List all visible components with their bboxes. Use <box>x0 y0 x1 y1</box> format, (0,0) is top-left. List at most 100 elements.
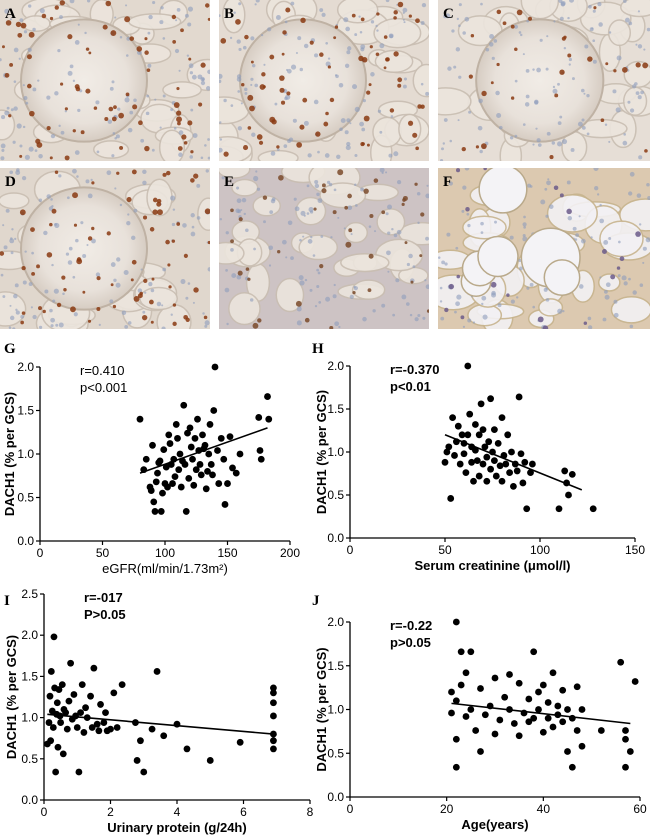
data-point <box>479 460 487 468</box>
data-point <box>451 452 458 459</box>
data-point <box>559 686 567 694</box>
data-point <box>491 426 498 434</box>
data-point <box>199 431 206 439</box>
data-point <box>530 714 538 722</box>
data-point <box>270 737 277 745</box>
data-point <box>510 483 517 490</box>
data-point <box>255 414 263 421</box>
data-point <box>156 457 164 465</box>
y-tick-label: 1.5 <box>327 402 344 416</box>
data-point <box>481 711 489 719</box>
data-point <box>555 505 563 513</box>
x-tick-label: 0 <box>347 543 354 557</box>
data-point <box>519 479 527 487</box>
micrograph-e: E <box>219 168 429 329</box>
y-tick-label: 1.5 <box>17 404 34 418</box>
data-point <box>95 727 103 735</box>
data-point <box>67 659 74 667</box>
data-point <box>462 469 470 477</box>
data-point <box>477 400 485 408</box>
x-tick-label: 50 <box>438 543 452 557</box>
data-point <box>508 448 515 456</box>
data-point <box>162 463 170 471</box>
data-point <box>506 671 513 678</box>
data-point <box>185 474 193 482</box>
panel-letter: D <box>5 174 16 190</box>
data-point <box>229 464 236 472</box>
panel-letter: G <box>4 341 16 357</box>
x-tick-label: 200 <box>280 546 300 560</box>
data-point <box>113 724 121 731</box>
data-point <box>568 763 576 771</box>
y-tick-label: 1.0 <box>17 447 34 461</box>
data-point <box>63 725 71 733</box>
data-point <box>226 433 234 440</box>
x-tick-label: 2 <box>107 805 114 819</box>
micrograph-grid: A B C D E F <box>0 0 650 329</box>
data-point <box>504 431 512 439</box>
data-point <box>224 480 231 487</box>
data-point <box>201 441 209 449</box>
data-point <box>55 686 63 693</box>
data-point <box>110 689 118 697</box>
data-point <box>176 450 184 458</box>
data-point <box>479 426 487 434</box>
data-point <box>50 633 58 641</box>
data-point <box>597 727 605 734</box>
x-tick-label: 100 <box>155 546 175 560</box>
data-point <box>525 695 533 703</box>
data-point <box>53 699 61 707</box>
data-point <box>578 742 586 750</box>
data-point <box>477 685 484 692</box>
data-point <box>148 725 156 733</box>
data-point <box>65 697 73 705</box>
x-tick-label: 60 <box>633 802 647 816</box>
data-point <box>564 706 571 713</box>
data-point <box>186 424 194 432</box>
y-tick-label: 0.5 <box>327 746 344 760</box>
chart-g: G 0 50 100 150 200 0.0 0.5 1.0 1.5 2.0 eGFR(ml/min/… <box>2 341 300 576</box>
data-point <box>494 440 502 447</box>
data-point <box>257 455 265 463</box>
data-point <box>457 681 465 689</box>
data-point <box>183 745 191 753</box>
data-point <box>535 706 542 713</box>
data-point <box>270 712 277 720</box>
data-point <box>151 508 159 515</box>
data-point <box>206 421 214 428</box>
data-point <box>59 750 67 758</box>
data-point <box>487 395 494 403</box>
y-tick-label: 2.0 <box>327 359 344 373</box>
data-point <box>100 719 108 726</box>
data-point <box>464 431 472 439</box>
micrograph-b: B <box>219 0 429 161</box>
trend-line <box>47 713 274 735</box>
correlation-r: r=-017 <box>84 590 123 605</box>
data-point <box>554 702 562 710</box>
data-point <box>559 718 567 726</box>
data-point <box>498 477 506 485</box>
p-value: p<0.001 <box>80 380 127 395</box>
data-point <box>448 688 455 696</box>
data-point <box>90 664 98 672</box>
data-point <box>70 691 78 698</box>
data-point <box>525 718 533 726</box>
data-point <box>207 461 215 468</box>
data-point <box>62 709 70 717</box>
data-point <box>149 441 156 449</box>
correlation-r: r=-0.370 <box>390 362 440 377</box>
data-point <box>456 460 464 468</box>
data-point <box>473 457 481 464</box>
data-point <box>160 446 168 454</box>
data-point <box>210 407 218 414</box>
y-tick-label: 1.0 <box>21 711 38 725</box>
data-point <box>483 477 491 485</box>
data-point <box>150 498 158 506</box>
data-point <box>190 481 198 489</box>
data-point <box>107 725 114 733</box>
scatter-plot-grid: G0 50 100 150 2000.00.51.01.52.0eGFR(ml/min/… <box>2 341 647 835</box>
x-axis-label: eGFR(ml/min/1.73m²) <box>102 561 228 576</box>
data-point <box>622 763 629 771</box>
panel-letter: C <box>443 6 454 22</box>
x-tick-label: 0 <box>347 802 354 816</box>
